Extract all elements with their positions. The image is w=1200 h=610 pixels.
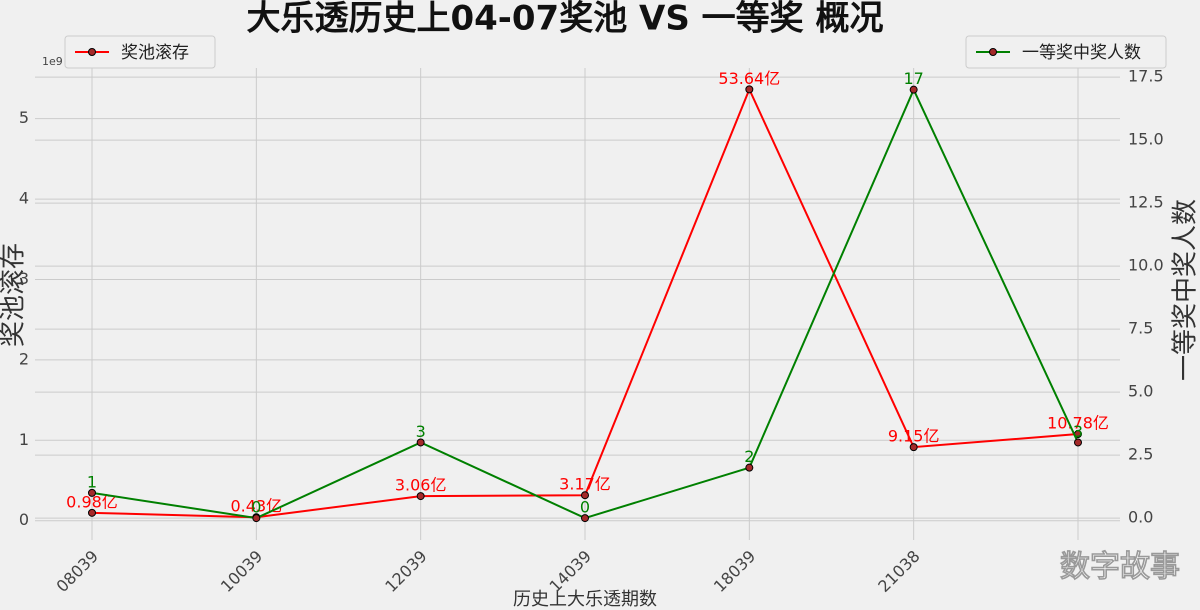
legend: 一等奖中奖人数 — [965, 35, 1167, 69]
data-label: 2 — [744, 447, 754, 466]
y2-axis-title: 一等奖中奖人数 — [1171, 199, 1200, 381]
y2-tick-label: 5.0 — [1128, 382, 1153, 401]
y2-tick-label: 0.0 — [1128, 508, 1153, 527]
y-offset-label: 1e9 — [42, 55, 63, 68]
marker — [745, 463, 754, 472]
marker — [88, 488, 96, 497]
y2-tick-label: 12.5 — [1128, 193, 1164, 212]
legend-label: 一等奖中奖人数 — [1022, 43, 1141, 63]
data-label: 0.43亿 — [231, 497, 283, 516]
data-label: 53.64亿 — [718, 69, 780, 88]
y-tick-label: 4 — [19, 189, 29, 208]
y2-tick-label: 2.5 — [1128, 445, 1153, 464]
legend-marker — [88, 48, 96, 56]
data-label: 0 — [251, 498, 261, 517]
marker — [581, 491, 589, 500]
legend-box — [64, 35, 216, 69]
data-label: 0.98亿 — [66, 492, 118, 511]
y2-tick-label: 10.0 — [1128, 256, 1164, 275]
data-label: 3.17亿 — [559, 475, 611, 494]
y-tick-label: 5 — [19, 108, 29, 127]
y-tick-label: 1 — [19, 430, 29, 449]
y-axis-title: 奖池滚存 — [0, 243, 29, 347]
data-label: 3 — [416, 422, 426, 441]
marker — [745, 85, 754, 94]
y2-tick-label: 7.5 — [1128, 319, 1153, 338]
data-label: 0 — [580, 498, 590, 517]
legend-label: 奖池滚存 — [121, 43, 189, 63]
data-label: 3.06亿 — [395, 476, 447, 495]
y2-tick-label: 15.0 — [1128, 130, 1164, 149]
y-tick-label: 2 — [19, 349, 29, 368]
marker — [909, 85, 918, 94]
data-label: 17 — [903, 69, 923, 88]
data-label: 9.15亿 — [888, 427, 940, 446]
marker — [252, 514, 261, 523]
x-axis-title: 历史上大乐透期数 — [513, 589, 657, 610]
marker — [909, 443, 918, 452]
marker — [1074, 438, 1082, 447]
legend: 奖池滚存 — [64, 35, 216, 69]
marker — [416, 492, 425, 501]
y-tick-label: 0 — [19, 510, 29, 529]
data-label: 3 — [1073, 422, 1083, 441]
data-label: 1 — [87, 472, 97, 491]
marker — [581, 514, 589, 523]
y-tick-label: 3 — [19, 269, 29, 288]
marker — [416, 438, 425, 447]
y2-tick-label: 17.5 — [1128, 67, 1164, 86]
watermark: 数字故事 — [1060, 550, 1180, 585]
legend-marker — [989, 48, 997, 56]
data-label: 10.78亿 — [1047, 414, 1109, 433]
legend-box — [965, 35, 1167, 69]
chart-title: 大乐透历史上04-07奖池 VS 一等奖 概况 — [246, 0, 883, 39]
marker — [88, 508, 96, 517]
